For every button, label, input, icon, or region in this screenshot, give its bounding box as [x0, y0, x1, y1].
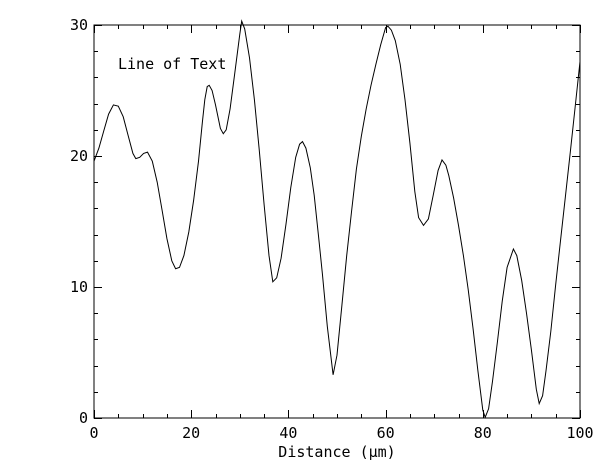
y-tick-label: 30	[70, 16, 88, 34]
x-tick-label: 100	[566, 424, 593, 442]
x-tick-label: 40	[279, 424, 297, 442]
plot-border	[93, 24, 581, 419]
x-tick-label: 0	[89, 424, 98, 442]
x-tick-label: 20	[182, 424, 200, 442]
x-axis-title: Distance (μm)	[278, 443, 396, 461]
data-curve	[93, 19, 581, 419]
y-tick-label: 0	[79, 409, 88, 427]
annotation-text: Line of Text	[118, 55, 227, 73]
x-tick-label: 80	[474, 424, 492, 442]
x-tick-label: 60	[377, 424, 395, 442]
y-tick-label: 20	[70, 147, 88, 165]
y-tick-label: 10	[70, 278, 88, 296]
